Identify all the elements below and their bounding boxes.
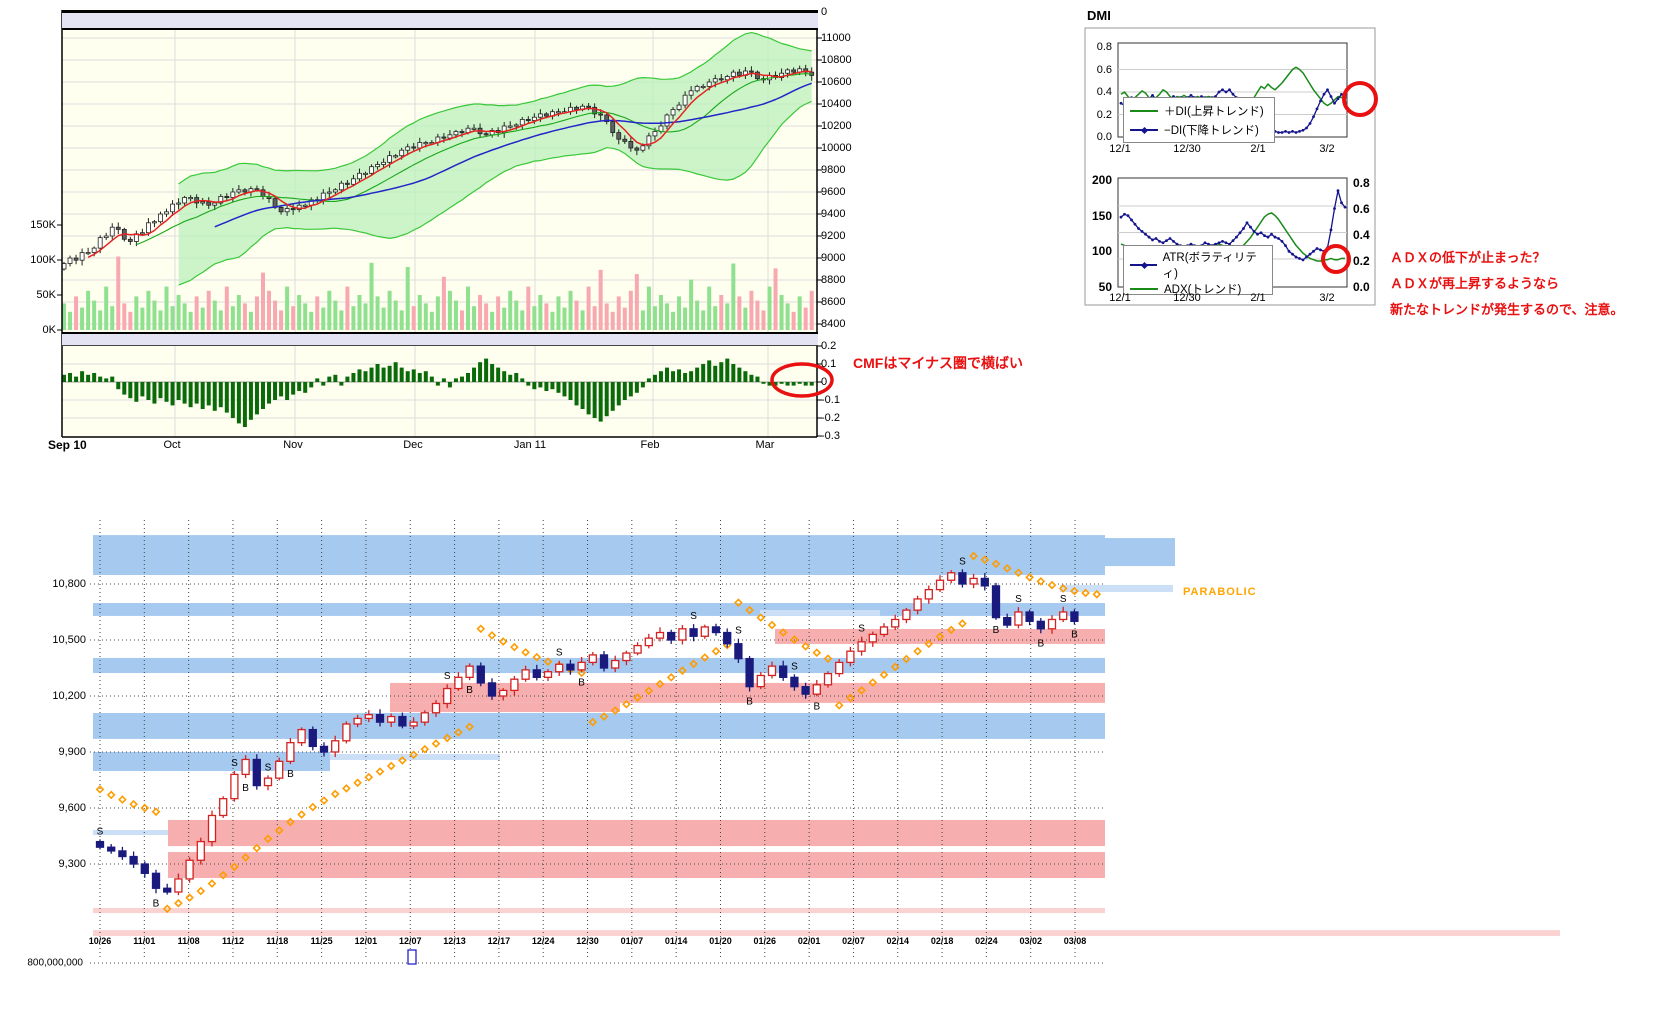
signal-marker-sell: S [735,626,742,637]
signal-marker-buy: B [993,625,1000,636]
signal-marker-sell: S [1015,594,1022,605]
signal-marker-buy: B [813,701,820,712]
signal-marker-sell: S [444,671,451,682]
signal-marker-sell: S [97,826,104,837]
signal-marker-sell: S [959,556,966,567]
signal-marker-sell: S [265,762,272,773]
signal-marker-buy: B [466,685,473,696]
signal-marker-sell: S [231,758,238,769]
signal-marker-buy: B [287,769,294,780]
signal-marker-buy: B [153,898,160,909]
signal-marker-buy: B [746,697,753,708]
signal-marker-buy: B [1037,638,1044,649]
signal-marker-sell: S [556,648,563,659]
signal-marker-sell: S [690,611,697,622]
signal-marker-sell: S [791,661,798,672]
signal-marker-buy: B [1071,630,1078,641]
signal-marker-sell: S [1060,594,1067,605]
signal-marker-buy: B [242,783,249,794]
signal-marker-buy: B [578,677,585,688]
signal-marker-sell: S [858,624,865,635]
